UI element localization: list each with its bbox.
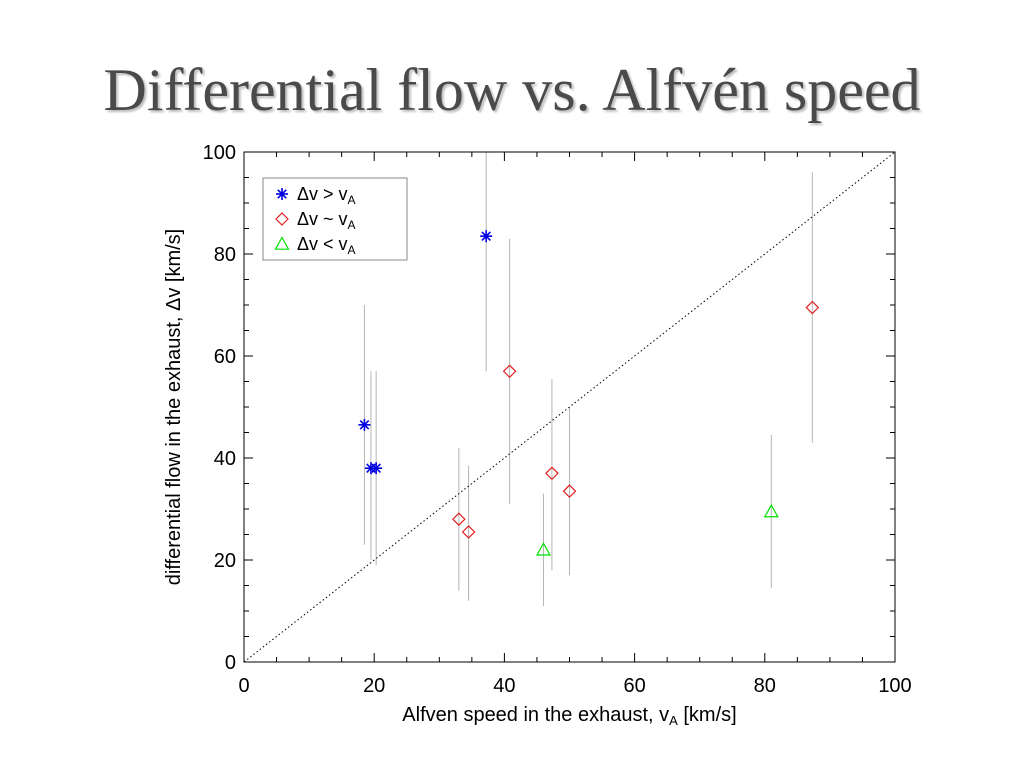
diamond-shape [562,484,577,498]
triangle-data-point [763,503,779,518]
slide-title: Differential flow vs. Alfvén speed [103,57,921,123]
diamond-shape [545,466,559,481]
y-tick-label: 60 [214,346,236,368]
asterisk-stroke [277,189,287,199]
axis-ticks-layer: 0 20 40 60 80 100 0 20 40 60 80 100 [203,142,912,697]
diamond-shape [805,300,820,315]
y-tick-label: 40 [214,448,236,470]
legend-diamond-icon [275,212,289,226]
x-tick-label: 40 [493,675,515,697]
x-tick-label: 60 [623,675,645,697]
triangle-shape [274,236,290,250]
diamond-data-point [502,364,517,379]
legend-triangle-icon [274,236,290,250]
reference-line-layer [243,151,896,663]
reference-diagonal-line [243,151,896,663]
diamond-data-point [545,466,559,481]
axis-labels-layer: Alfven speed in the exhaust, vA [km/s] di… [163,229,737,728]
diamond-data-point [562,484,577,498]
y-tick-label: 80 [214,244,236,266]
y-tick-label: 20 [214,550,236,572]
diamond-shape [461,525,476,539]
asterisk-stroke [371,463,381,474]
diamond-data-point [451,512,466,527]
triangle-data-point [535,542,551,556]
asterisk-data-point [358,418,371,431]
diamond-shape [502,364,517,379]
x-tick-label: 80 [754,675,776,697]
x-tick-label: 100 [878,675,911,697]
triangle-shape [763,503,779,518]
asterisk-stroke [359,420,370,430]
legend-asterisk-icon [276,188,288,200]
error-bars-layer [363,152,813,606]
asterisk-stroke [481,231,491,241]
x-tick-label: 0 [238,675,249,697]
diamond-shape [275,212,289,226]
asterisk-data-point [480,230,493,243]
y-tick-label: 100 [203,142,236,164]
y-tick-label: 0 [225,652,236,674]
diamond-shape [451,512,466,527]
legend-label: Δv ~ vA [297,209,356,232]
data-points-layer [358,230,820,556]
diamond-data-point [805,300,820,315]
legend-label: Δv < vA [297,234,356,257]
triangle-shape [535,542,551,556]
asterisk-data-point [370,462,383,475]
x-tick-label: 20 [363,675,385,697]
diamond-data-point [461,525,476,539]
legend-label: Δv > vA [297,184,356,207]
x-axis-label: Alfven speed in the exhaust, vA [km/s] [402,704,736,728]
y-axis-label: differential flow in the exhaust, Δv [km… [163,229,185,585]
